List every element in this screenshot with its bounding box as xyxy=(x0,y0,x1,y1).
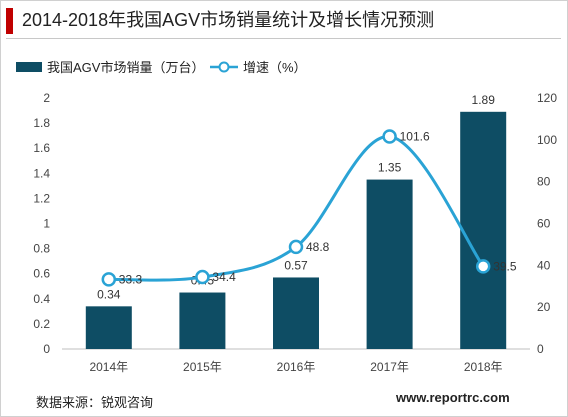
y-right-tick-label: 40 xyxy=(537,258,551,272)
bar-value-label: 0.34 xyxy=(97,287,121,301)
y-left-tick-label: 1.2 xyxy=(33,191,50,205)
y-left-tick-label: 1.8 xyxy=(33,116,50,130)
y-left-tick-label: 0.2 xyxy=(33,317,50,331)
line-value-label: 101.6 xyxy=(400,129,430,143)
y-right-tick-label: 0 xyxy=(537,342,544,356)
line-value-label: 33.3 xyxy=(119,272,143,286)
x-tick-label: 2018年 xyxy=(464,360,503,374)
y-left-tick-label: 1.6 xyxy=(33,141,50,155)
y-left-tick-label: 1 xyxy=(43,217,50,231)
legend-label-line: 增速（%） xyxy=(243,60,307,75)
title-accent-bar xyxy=(6,8,13,34)
y-left-tick-label: 0.4 xyxy=(33,292,50,306)
x-tick-label: 2016年 xyxy=(277,360,316,374)
bar-value-label: 1.35 xyxy=(378,161,402,175)
line-point xyxy=(195,269,210,285)
y-left-tick-label: 0 xyxy=(43,342,50,356)
y-left-tick-label: 2 xyxy=(43,91,50,105)
y-right-tick-label: 80 xyxy=(537,175,551,189)
y-right-tick-label: 100 xyxy=(537,133,557,147)
bar-value-label: 0.57 xyxy=(284,258,308,272)
y-left-tick-label: 1.4 xyxy=(33,166,50,180)
bar xyxy=(460,111,507,350)
y-right-tick-label: 60 xyxy=(537,217,551,231)
line-point xyxy=(101,272,117,287)
website-label: www.reportrc.com xyxy=(396,390,510,405)
bar-series: 0.340.450.571.351.89 xyxy=(85,93,507,350)
bar xyxy=(366,179,413,349)
y-left-tick-label: 0.8 xyxy=(33,242,50,256)
line-value-label: 48.8 xyxy=(306,240,330,254)
line-series: 33.3 34.4 48.8 101.6 39.5 xyxy=(101,129,517,287)
bar xyxy=(179,292,226,349)
line-point xyxy=(475,259,491,274)
growth-line xyxy=(108,134,485,282)
line-value-label: 34.4 xyxy=(212,270,236,284)
line-value-label: 39.5 xyxy=(493,259,517,273)
x-tick-label: 2015年 xyxy=(183,360,222,374)
line-point xyxy=(382,129,397,144)
x-tick-label: 2017年 xyxy=(370,360,409,374)
legend: 我国AGV市场销量（万台） 增速（%） xyxy=(16,60,307,75)
legend-label-bar: 我国AGV市场销量（万台） xyxy=(47,60,204,75)
line-point xyxy=(288,239,304,255)
bar-value-label: 1.89 xyxy=(472,93,496,107)
bar xyxy=(85,306,132,349)
bar xyxy=(273,277,319,349)
y-left-tick-label: 0.6 xyxy=(33,267,50,281)
title-divider xyxy=(6,38,561,39)
data-source-label: 数据来源：锐观咨询 xyxy=(36,395,154,410)
legend-swatch-bar xyxy=(16,62,42,72)
chart-title: 2014-2018年我国AGV市场销量统计及增长情况预测 xyxy=(22,10,435,30)
y-right-tick-label: 120 xyxy=(537,91,557,105)
y-right-tick-label: 20 xyxy=(537,300,551,314)
x-tick-label: 2014年 xyxy=(89,360,128,374)
legend-marker-line xyxy=(218,61,230,73)
